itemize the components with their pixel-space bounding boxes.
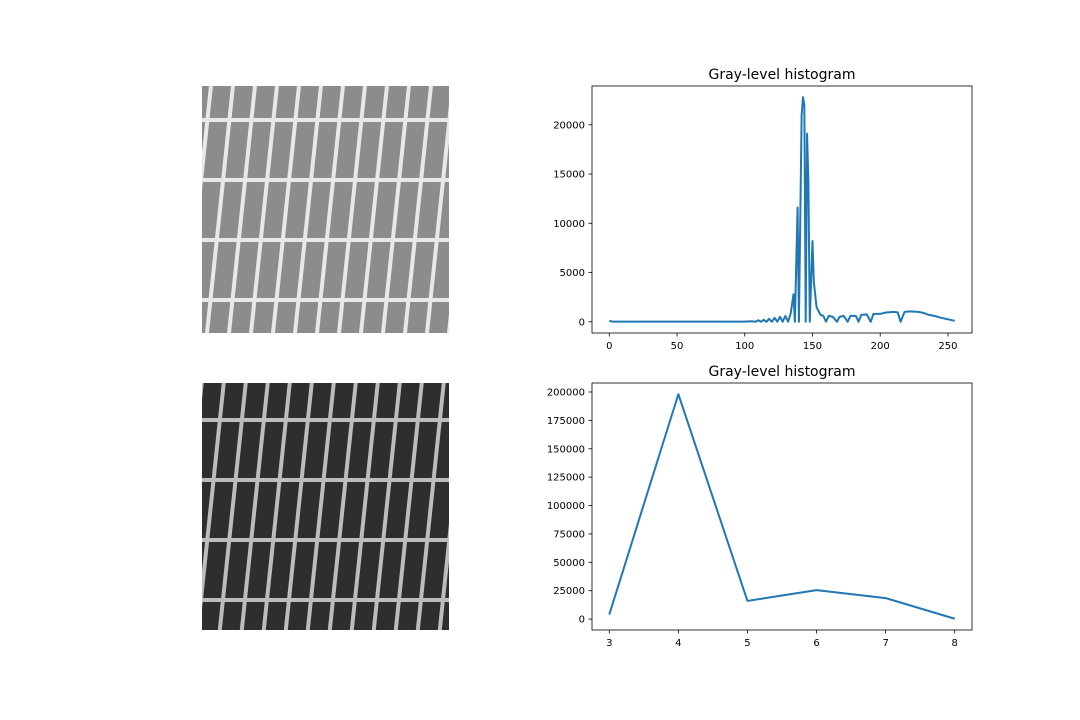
x-tick-label: 250 xyxy=(938,341,957,352)
brick-image-original xyxy=(202,86,449,333)
y-tick-label: 0 xyxy=(579,615,585,626)
y-tick-label: 5000 xyxy=(560,268,585,279)
y-tick-label: 150000 xyxy=(547,444,585,455)
axes-frame xyxy=(591,85,973,334)
y-tick-label: 0 xyxy=(579,317,585,328)
y-tick-label: 50000 xyxy=(553,558,585,569)
data-line xyxy=(609,96,955,323)
y-tick-label: 25000 xyxy=(553,586,585,597)
y-tick-label: 15000 xyxy=(553,170,585,181)
y-tick-label: 125000 xyxy=(547,473,585,484)
x-tick-label: 8 xyxy=(952,638,958,649)
x-tick-label: 150 xyxy=(803,341,822,352)
y-tick-label: 100000 xyxy=(547,501,585,512)
data-line xyxy=(608,393,956,620)
chart-title: Gray-level histogram xyxy=(709,364,856,380)
axes-frame xyxy=(591,382,973,631)
x-tick-label: 5 xyxy=(744,638,750,649)
y-tick-label: 75000 xyxy=(553,529,585,540)
chart-title: Gray-level histogram xyxy=(709,67,856,83)
x-tick-label: 4 xyxy=(675,638,681,649)
x-tick-label: 7 xyxy=(882,638,888,649)
brick-image-processed xyxy=(202,383,449,630)
x-tick-label: 0 xyxy=(606,341,612,352)
x-tick-label: 200 xyxy=(871,341,890,352)
y-tick-label: 20000 xyxy=(553,120,585,131)
y-tick-label: 10000 xyxy=(553,219,585,230)
x-tick-label: 6 xyxy=(813,638,819,649)
y-tick-label: 175000 xyxy=(547,416,585,427)
x-tick-label: 3 xyxy=(606,638,612,649)
y-tick-label: 200000 xyxy=(547,387,585,398)
x-tick-label: 100 xyxy=(735,341,754,352)
x-tick-label: 50 xyxy=(671,341,684,352)
